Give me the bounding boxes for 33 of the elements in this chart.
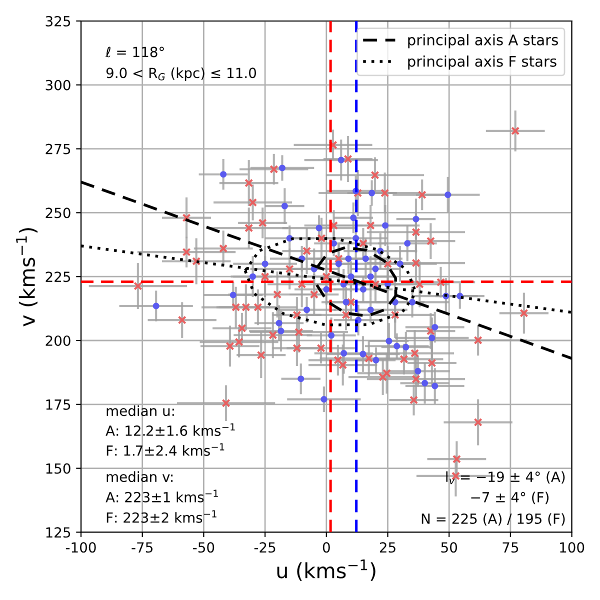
annotation: 9.0 < R$_{G}$ (kpc) ≤ 11.0 — [106, 67, 256, 81]
x-tick-label: -50 — [193, 542, 214, 553]
y-tick-label: 200 — [46, 335, 70, 346]
annotation: ℓ = 118° — [105, 46, 164, 58]
legend-label: principal axis F stars — [408, 56, 556, 70]
legend-label: principal axis A stars — [408, 34, 558, 48]
y-tick-label: 225 — [46, 272, 70, 282]
x-tick-label: -25 — [254, 542, 276, 553]
annotation: F: 223±2 kms$^{−1}$ — [106, 510, 216, 523]
x-tick-label: 50 — [441, 542, 458, 553]
annotation: A: 12.2±1.6 kms$^{−1}$ — [106, 423, 235, 436]
x-tick-label: 25 — [380, 542, 396, 553]
x-tick-label: 100 — [560, 542, 584, 553]
x-tick-label: 0 — [322, 542, 330, 553]
annotation: l$_{v}$ = −19 ± 4° (A) — [446, 471, 565, 484]
annotation: F: 1.7±2.4 kms$^{−1}$ — [106, 443, 224, 456]
x-axis-title: u (kms$^{−1}$) — [277, 560, 376, 581]
y-tick-label: 150 — [46, 463, 70, 474]
y-tick-label: 125 — [46, 527, 70, 538]
annotation: −7 ± 4° (F) — [471, 492, 549, 504]
annotation: median v: — [106, 471, 173, 482]
x-tick-label: -75 — [132, 542, 152, 553]
y-tick-label: 250 — [46, 208, 70, 218]
annotation: median u: — [106, 405, 174, 416]
y-tick-label: 325 — [46, 16, 70, 26]
annotation: N = 225 (A) / 195 (F) — [422, 513, 565, 526]
y-tick-label: 300 — [46, 80, 70, 90]
y-axis-title: v (kms$^{−1}$) — [16, 228, 38, 326]
x-tick-label: -100 — [66, 542, 96, 553]
y-tick-label: 175 — [46, 400, 70, 410]
annotation: A: 223±1 kms$^{−1}$ — [106, 490, 218, 502]
x-tick-label: 75 — [502, 542, 518, 553]
y-tick-label: 275 — [46, 144, 70, 154]
